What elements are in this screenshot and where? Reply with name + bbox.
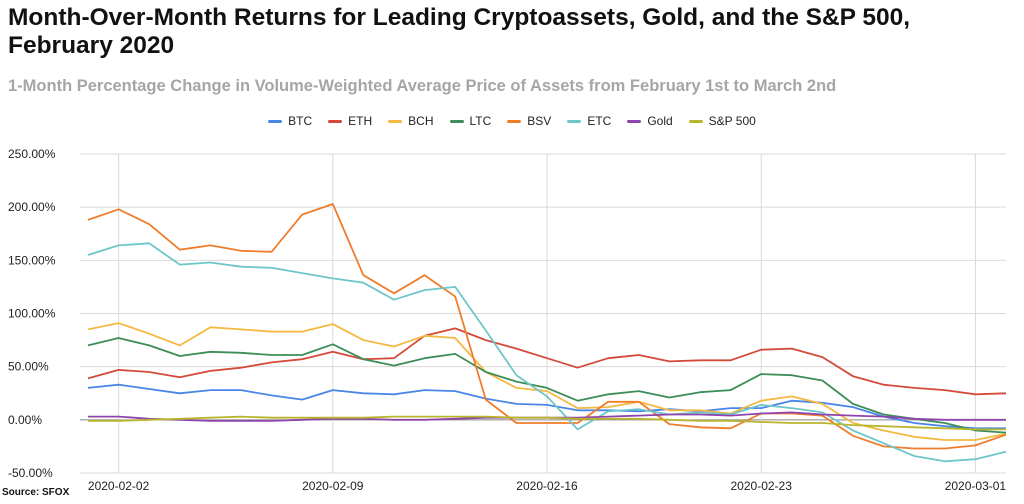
legend-swatch — [388, 119, 403, 123]
chart-legend: BTC ETH BCH LTC BSV ETC Gold S&P 500 — [0, 114, 1024, 128]
x-tick-label: 2020-02-16 — [516, 479, 578, 493]
series-line-bch — [87, 322, 1007, 441]
legend-item-btc: BTC — [268, 114, 312, 128]
x-tick-label: 2020-02-23 — [731, 479, 793, 493]
legend-label: LTC — [469, 114, 492, 128]
legend-swatch — [268, 119, 283, 123]
x-tick-label: 2020-02-09 — [302, 479, 364, 493]
legend-label: S&P 500 — [708, 114, 756, 128]
y-tick-label: 50.00% — [8, 360, 49, 374]
x-tick-label: 2020-02-02 — [88, 479, 150, 493]
legend-item-gold: Gold — [627, 114, 673, 128]
legend-swatch — [567, 119, 582, 123]
y-tick-label: -50.00% — [8, 466, 53, 480]
legend-label: BCH — [408, 114, 434, 128]
chart-title: Month-Over-Month Returns for Leading Cry… — [8, 4, 911, 59]
legend-item-bch: BCH — [388, 114, 434, 128]
legend-item-s-p-500: S&P 500 — [688, 114, 756, 128]
legend-swatch — [328, 119, 343, 123]
series-line-etc — [87, 242, 1007, 463]
source-note: Source: SFOX — [2, 487, 70, 498]
legend-item-eth: ETH — [328, 114, 372, 128]
y-axis-ticks: 250.00% 200.00% 150.00% 100.00% 50.00% 0.00% -… — [8, 147, 56, 480]
legend-label: ETC — [587, 114, 612, 128]
legend-label: Gold — [647, 114, 673, 128]
y-tick-label: 150.00% — [8, 253, 56, 267]
x-tick-label: 2020-03-01 — [945, 479, 1007, 493]
y-tick-label: 200.00% — [8, 200, 56, 214]
series-line-bsv — [87, 203, 1007, 450]
series-line-s-p-500 — [88, 415, 1006, 431]
legend-label: BSV — [527, 114, 552, 128]
legend-label: BTC — [288, 114, 313, 128]
legend-label: ETH — [348, 114, 373, 128]
legend-swatch — [449, 119, 464, 123]
legend-swatch — [688, 119, 703, 123]
gridlines — [80, 153, 1006, 474]
legend-item-bsv: BSV — [507, 114, 551, 128]
y-tick-label: 100.00% — [8, 307, 56, 321]
series-line-ltc — [87, 337, 1007, 434]
series-lines — [87, 203, 1007, 463]
legend-swatch — [627, 119, 642, 123]
series-line-eth — [87, 327, 1007, 396]
legend-item-ltc: LTC — [449, 114, 492, 128]
chart-subtitle: 1-Month Percentage Change in Volume-Weig… — [8, 77, 837, 95]
legend-swatch — [507, 119, 522, 123]
series-line-btc — [87, 383, 1006, 430]
legend-item-etc: ETC — [567, 114, 611, 128]
y-tick-label: 0.00% — [8, 413, 42, 427]
x-axis-ticks: 2020-02-02 2020-02-09 2020-02-16 2020-02-23… — [88, 479, 1007, 493]
y-tick-label: 250.00% — [8, 147, 56, 161]
